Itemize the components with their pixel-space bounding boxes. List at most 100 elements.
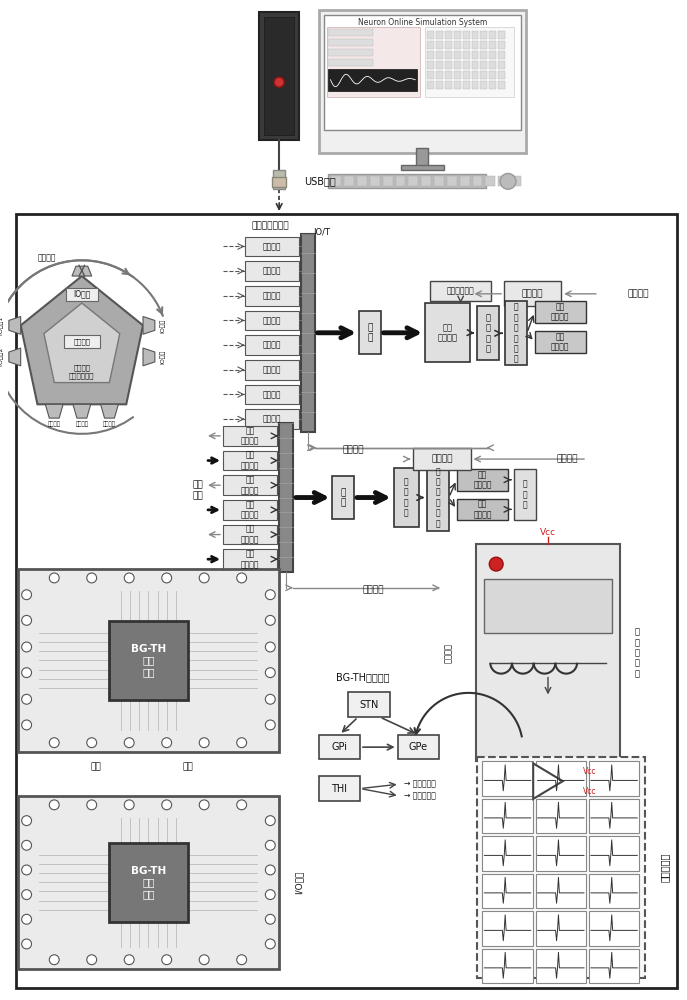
Text: 排线: 排线 <box>91 762 102 771</box>
Circle shape <box>265 890 275 900</box>
Circle shape <box>22 939 32 949</box>
Text: 通信接口: 通信接口 <box>76 421 89 427</box>
Text: STN: STN <box>359 700 379 710</box>
Text: 数据
发送端口: 数据 发送端口 <box>551 332 570 351</box>
Bar <box>447 176 457 186</box>
Bar <box>489 31 496 39</box>
Polygon shape <box>45 404 63 418</box>
Circle shape <box>199 738 209 748</box>
Circle shape <box>22 865 32 875</box>
Bar <box>477 757 645 978</box>
Circle shape <box>265 694 275 704</box>
Bar <box>473 176 482 186</box>
Text: BG-TH
计算
模块: BG-TH 计算 模块 <box>131 644 166 677</box>
Bar <box>66 288 98 301</box>
Text: 接收端口: 接收端口 <box>262 390 281 399</box>
Bar <box>480 81 487 89</box>
Bar <box>460 176 469 186</box>
Bar <box>109 621 188 700</box>
Circle shape <box>265 939 275 949</box>
Bar <box>498 71 505 79</box>
Bar <box>514 469 536 520</box>
Circle shape <box>161 573 172 583</box>
Bar <box>436 51 443 59</box>
Bar <box>589 949 639 983</box>
Bar <box>328 39 373 46</box>
Bar <box>333 476 354 519</box>
Bar <box>245 311 299 330</box>
Bar <box>416 148 428 166</box>
Bar <box>480 41 487 49</box>
Bar <box>504 281 561 306</box>
Bar <box>16 214 677 988</box>
Circle shape <box>265 642 275 652</box>
Text: 底层
数据: 底层 数据 <box>193 480 203 500</box>
Bar <box>427 464 449 531</box>
Bar <box>370 176 380 186</box>
Circle shape <box>161 955 172 965</box>
Bar <box>505 301 527 365</box>
Bar <box>489 81 496 89</box>
Circle shape <box>124 800 134 810</box>
Bar <box>471 61 478 69</box>
Bar <box>328 59 373 66</box>
Bar <box>498 176 508 186</box>
Text: 数
据
包: 数 据 包 <box>523 480 527 509</box>
Text: 接收端口: 接收端口 <box>262 267 281 276</box>
Circle shape <box>237 955 247 965</box>
Bar <box>498 51 505 59</box>
Bar <box>498 61 505 69</box>
Bar <box>454 51 461 59</box>
Text: Vcc: Vcc <box>583 767 596 776</box>
Bar <box>436 41 443 49</box>
Circle shape <box>22 914 32 924</box>
Bar <box>245 261 299 281</box>
Bar <box>485 176 495 186</box>
Bar <box>489 61 496 69</box>
Bar <box>471 31 478 39</box>
Text: IO接口: IO接口 <box>73 289 91 298</box>
Bar <box>436 81 443 89</box>
Bar <box>480 31 487 39</box>
Bar <box>454 71 461 79</box>
Bar <box>480 71 487 79</box>
Circle shape <box>265 816 275 826</box>
Text: 控制电压: 控制电压 <box>444 643 453 663</box>
Text: 数据
接收端口: 数据 接收端口 <box>241 451 259 470</box>
Bar <box>436 61 443 69</box>
Text: BG-TH
计算
模块: BG-TH 计算 模块 <box>131 866 166 899</box>
Bar <box>383 176 392 186</box>
Bar <box>328 29 373 36</box>
Bar <box>534 331 586 353</box>
Circle shape <box>265 590 275 600</box>
Text: USB接口: USB接口 <box>304 176 335 186</box>
Polygon shape <box>44 303 120 383</box>
Bar <box>245 409 299 429</box>
Text: 生存总线: 生存总线 <box>103 421 116 427</box>
Text: → 兴奋性通道: → 兴奋性通道 <box>405 780 436 789</box>
Bar <box>589 799 639 833</box>
Circle shape <box>49 573 59 583</box>
Circle shape <box>87 573 97 583</box>
Bar <box>245 335 299 355</box>
Bar <box>589 874 639 908</box>
Text: 神经元阵列: 神经元阵列 <box>660 853 670 882</box>
Bar <box>223 525 277 544</box>
Bar <box>454 31 461 39</box>
Bar <box>445 81 452 89</box>
Bar <box>331 176 341 186</box>
Bar <box>482 874 532 908</box>
Bar <box>427 81 434 89</box>
Bar <box>245 237 299 256</box>
Text: IO/T: IO/T <box>313 227 330 236</box>
Bar <box>223 475 277 495</box>
Bar <box>436 31 443 39</box>
Bar <box>462 81 469 89</box>
Bar <box>223 426 277 446</box>
Text: 地址判断: 地址判断 <box>431 455 453 464</box>
Circle shape <box>237 573 247 583</box>
Bar <box>471 41 478 49</box>
Polygon shape <box>143 317 155 334</box>
Bar <box>536 874 586 908</box>
Circle shape <box>22 816 32 826</box>
